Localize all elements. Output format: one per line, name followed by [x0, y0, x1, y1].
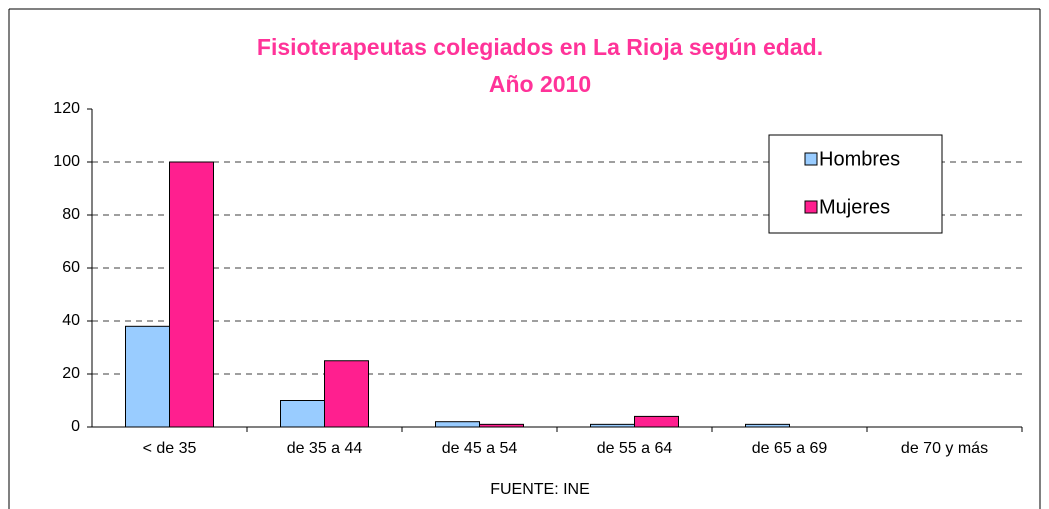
y-tick-label: 40: [62, 312, 80, 329]
y-tick-label: 60: [62, 259, 80, 276]
legend-swatch: [804, 152, 818, 166]
x-tick-label: de 55 a 64: [597, 440, 673, 457]
chart-title: Fisioterapeutas colegiados en La Rioja s…: [257, 34, 823, 60]
x-tick-label: de 70 y más: [901, 440, 988, 457]
legend-label: Hombres: [819, 148, 900, 170]
bar: [435, 421, 480, 428]
chart-subtitle: Año 2010: [489, 71, 591, 97]
x-tick-label: < de 35: [143, 440, 197, 457]
x-tick-label: de 65 a 69: [752, 440, 828, 457]
legend-swatch: [804, 200, 818, 214]
x-tick-label: de 45 a 54: [442, 440, 518, 457]
legend: [768, 134, 943, 234]
y-tick-label: 100: [53, 153, 80, 170]
x-axis-label: FUENTE: INE: [490, 481, 590, 498]
y-tick-label: 0: [71, 418, 80, 435]
bar: [169, 161, 214, 428]
x-tick-label: de 35 a 44: [287, 440, 363, 457]
y-tick-label: 20: [62, 365, 80, 382]
bar: [324, 360, 369, 428]
legend-label: Mujeres: [819, 196, 890, 218]
bar: [125, 325, 170, 428]
bar: [634, 415, 679, 428]
y-tick-label: 120: [53, 100, 80, 117]
bar: [280, 400, 325, 428]
y-tick-label: 80: [62, 206, 80, 223]
